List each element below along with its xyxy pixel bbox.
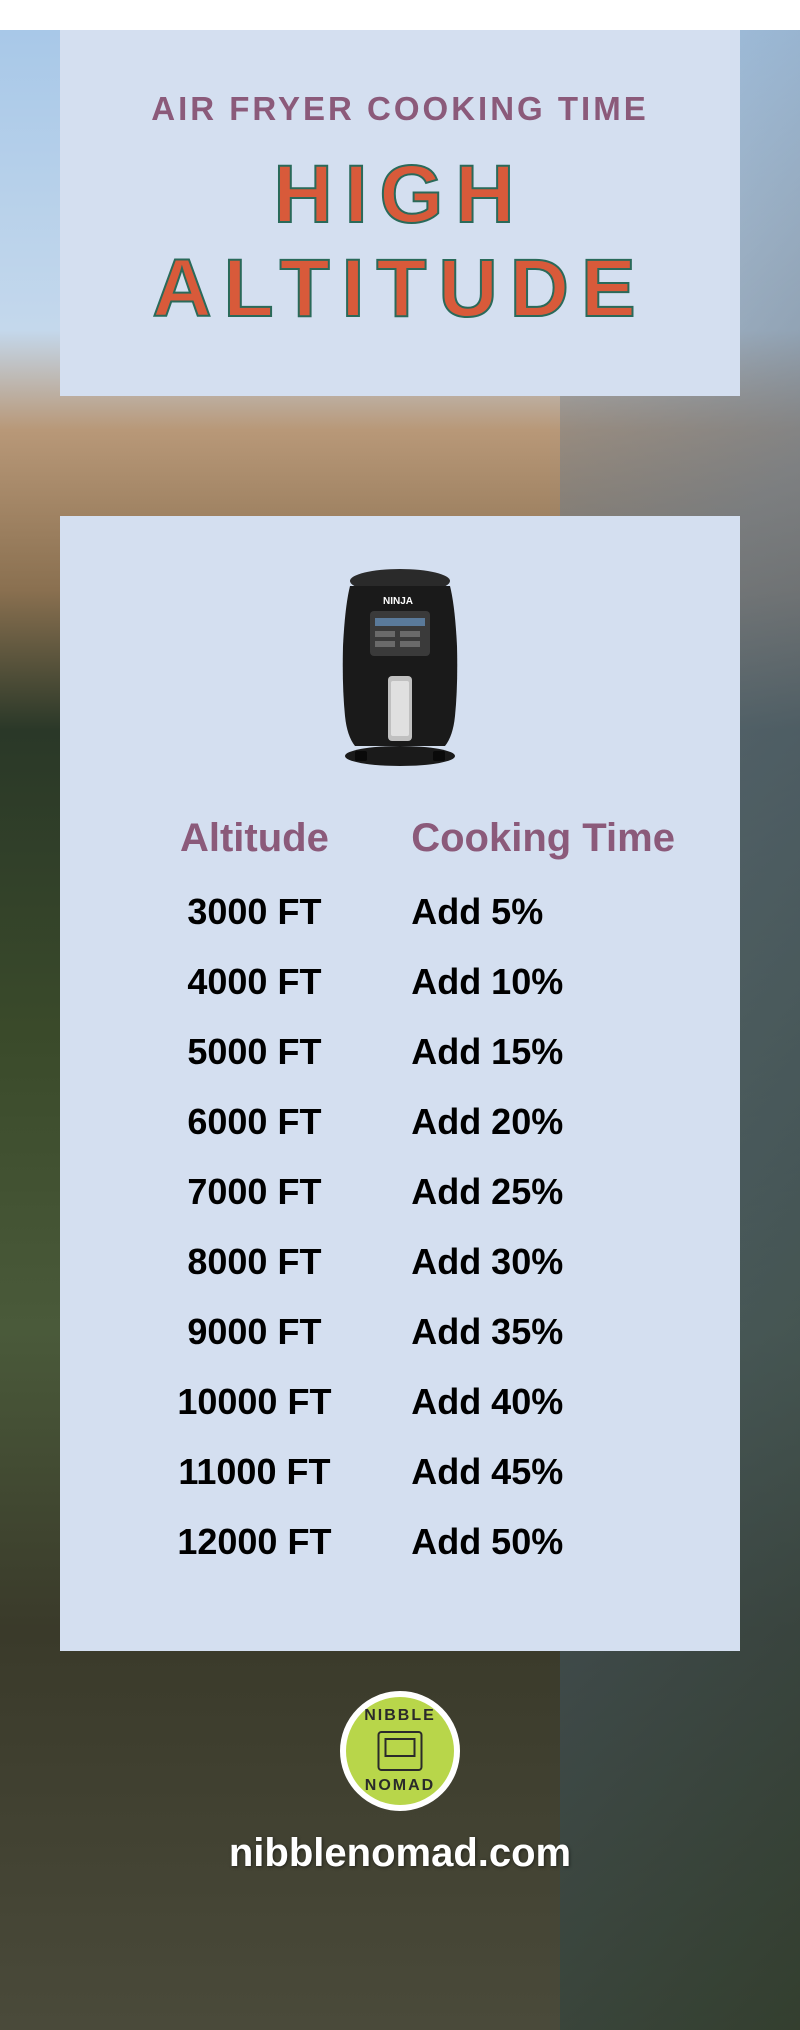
table-row: Add 5% xyxy=(411,891,680,933)
table-row: 8000 FT xyxy=(120,1241,389,1283)
logo-text-top: NIBBLE xyxy=(346,1707,454,1725)
main-title: HIGH ALTITUDE xyxy=(100,148,700,336)
logo-icon: NIBBLE NOMAD xyxy=(340,1691,460,1811)
logo-text-bottom: NOMAD xyxy=(346,1777,454,1795)
table-row: Add 10% xyxy=(411,961,680,1003)
airfryer-icon: NINJA xyxy=(315,556,485,776)
table-row: 11000 FT xyxy=(120,1451,389,1493)
table-row: Add 45% xyxy=(411,1451,680,1493)
cooking-time-column: Cooking Time Add 5% Add 10% Add 15% Add … xyxy=(411,816,680,1591)
altitude-table: Altitude 3000 FT 4000 FT 5000 FT 6000 FT… xyxy=(110,816,690,1591)
footer: NIBBLE NOMAD nibblenomad.com xyxy=(0,1691,800,1876)
website-url: nibblenomad.com xyxy=(0,1831,800,1876)
table-row: 7000 FT xyxy=(120,1171,389,1213)
table-row: Add 25% xyxy=(411,1171,680,1213)
table-row: Add 15% xyxy=(411,1031,680,1073)
table-row: 4000 FT xyxy=(120,961,389,1003)
cooking-time-header: Cooking Time xyxy=(411,816,680,861)
altitude-column: Altitude 3000 FT 4000 FT 5000 FT 6000 FT… xyxy=(120,816,389,1591)
table-row: 5000 FT xyxy=(120,1031,389,1073)
header-box: AIR FRYER COOKING TIME HIGH ALTITUDE xyxy=(60,30,740,396)
content-box: NINJA Altitude 3000 FT 4000 FT 5000 FT 6… xyxy=(60,516,740,1651)
table-row: Add 50% xyxy=(411,1521,680,1563)
table-row: 12000 FT xyxy=(120,1521,389,1563)
svg-text:NINJA: NINJA xyxy=(383,596,413,607)
table-row: Add 35% xyxy=(411,1311,680,1353)
table-row: 9000 FT xyxy=(120,1311,389,1353)
table-row: 3000 FT xyxy=(120,891,389,933)
table-row: Add 20% xyxy=(411,1101,680,1143)
table-row: Add 30% xyxy=(411,1241,680,1283)
table-row: Add 40% xyxy=(411,1381,680,1423)
table-row: 10000 FT xyxy=(120,1381,389,1423)
altitude-header: Altitude xyxy=(120,816,389,861)
logo-bus-icon xyxy=(378,1731,423,1771)
table-row: 6000 FT xyxy=(120,1101,389,1143)
subtitle: AIR FRYER COOKING TIME xyxy=(100,90,700,128)
